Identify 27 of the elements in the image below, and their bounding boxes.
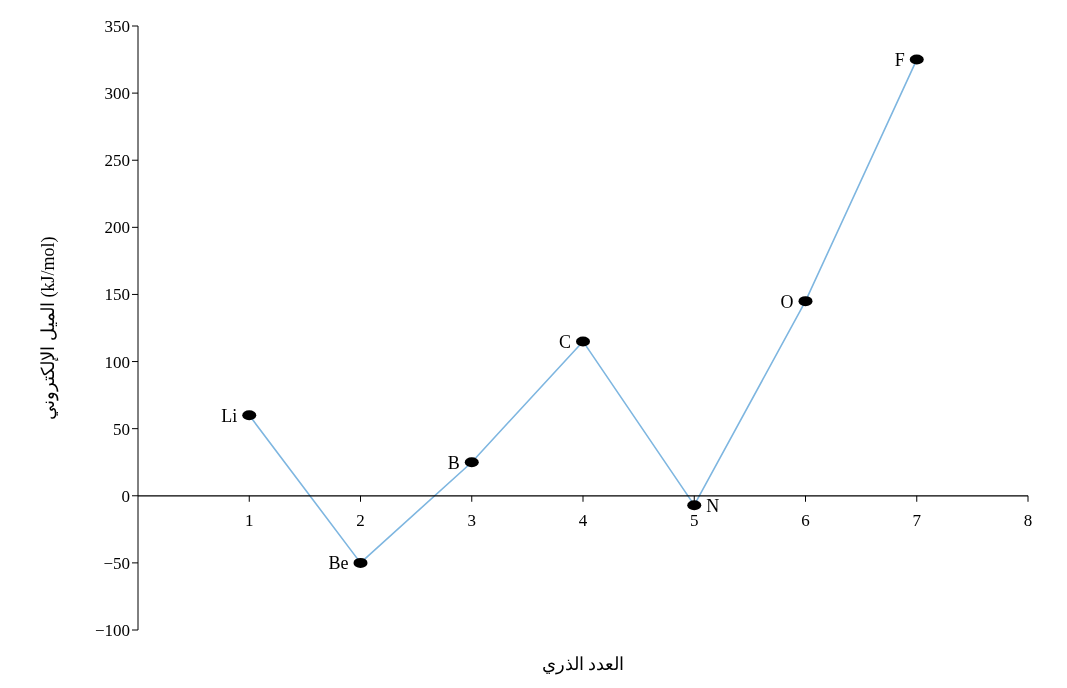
x-tick-label: 3: [467, 510, 476, 530]
y-tick-label: 0: [121, 486, 130, 506]
x-tick-label: 1: [245, 510, 254, 530]
x-tick-label: 7: [912, 510, 922, 530]
x-tick-label: 2: [356, 510, 365, 530]
annotation: B: [447, 452, 460, 473]
annotation: O: [780, 291, 794, 312]
y-tick-label: 150: [104, 285, 130, 305]
y-tick-label: 250: [104, 151, 130, 171]
annotation: N: [706, 495, 720, 516]
x-tick-label: 4: [578, 510, 588, 530]
annotation: Li: [221, 405, 238, 426]
x-tick-label: 6: [801, 510, 810, 530]
annotation: Be: [328, 553, 349, 574]
y-tick-label: 300: [104, 84, 130, 104]
annotation: F: [894, 49, 905, 70]
y-tick-label: −50: [103, 553, 130, 573]
y-axis-title: الميل الإلكتروني (kJ/mol): [38, 236, 60, 420]
y-tick-label: 350: [104, 17, 130, 37]
y-tick-label: −100: [94, 621, 130, 641]
annotation: C: [558, 331, 571, 352]
x-tick-label: 5: [690, 510, 699, 530]
x-axis-title: العدد الذري: [541, 654, 625, 675]
y-tick-label: 50: [113, 419, 130, 439]
y-tick-label: 200: [104, 218, 130, 238]
x-tick-label: 8: [1023, 510, 1033, 530]
y-tick-label: 100: [104, 352, 130, 372]
